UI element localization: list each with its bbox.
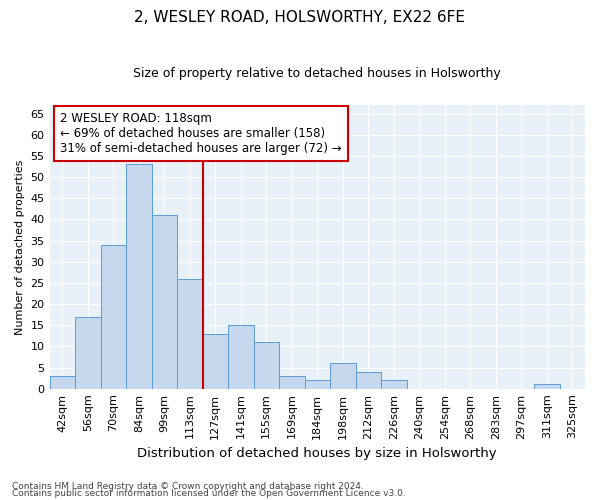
Bar <box>330 364 356 388</box>
Bar <box>279 376 305 388</box>
Text: 2 WESLEY ROAD: 118sqm
← 69% of detached houses are smaller (158)
31% of semi-det: 2 WESLEY ROAD: 118sqm ← 69% of detached … <box>60 112 342 156</box>
Bar <box>101 245 126 388</box>
Bar <box>152 216 177 388</box>
Bar <box>381 380 407 388</box>
X-axis label: Distribution of detached houses by size in Holsworthy: Distribution of detached houses by size … <box>137 447 497 460</box>
Title: Size of property relative to detached houses in Holsworthy: Size of property relative to detached ho… <box>133 68 501 80</box>
Bar <box>75 317 101 388</box>
Y-axis label: Number of detached properties: Number of detached properties <box>15 160 25 334</box>
Bar <box>126 164 152 388</box>
Bar <box>228 325 254 388</box>
Bar <box>203 334 228 388</box>
Bar <box>177 278 203 388</box>
Text: Contains HM Land Registry data © Crown copyright and database right 2024.: Contains HM Land Registry data © Crown c… <box>12 482 364 491</box>
Bar <box>356 372 381 388</box>
Bar <box>305 380 330 388</box>
Text: Contains public sector information licensed under the Open Government Licence v3: Contains public sector information licen… <box>12 489 406 498</box>
Bar <box>254 342 279 388</box>
Text: 2, WESLEY ROAD, HOLSWORTHY, EX22 6FE: 2, WESLEY ROAD, HOLSWORTHY, EX22 6FE <box>134 10 466 25</box>
Bar <box>534 384 560 388</box>
Bar <box>50 376 75 388</box>
